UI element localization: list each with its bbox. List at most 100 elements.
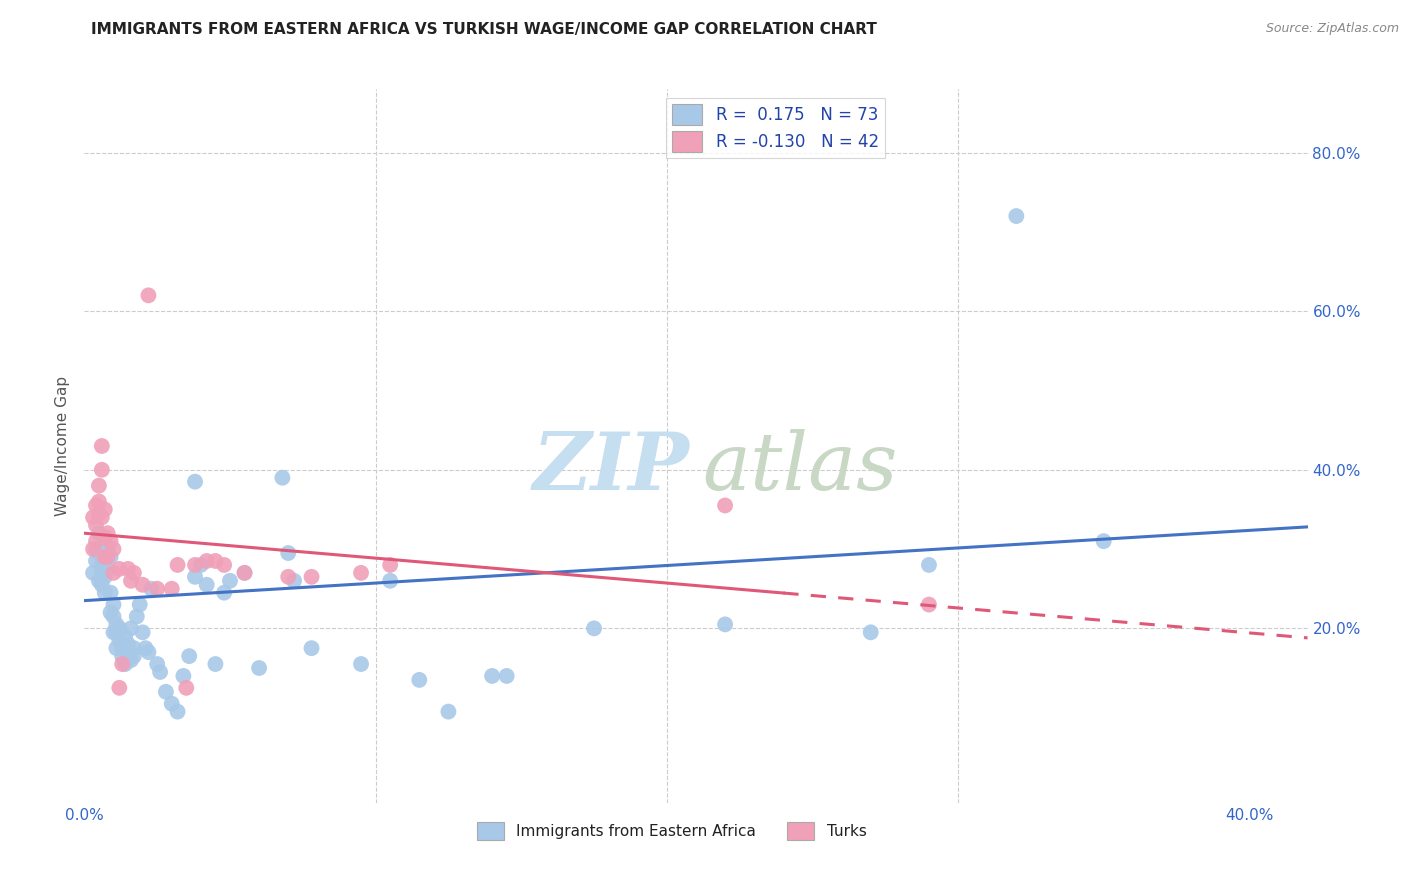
Point [87,478,110,492]
Point [117,637,139,651]
Point [918,598,941,612]
Point [350,657,373,671]
Point [97,542,120,557]
Point [111,641,134,656]
Point [277,546,299,560]
Point [714,499,737,513]
Point [90,510,112,524]
Point [87,546,110,560]
Point [141,582,163,596]
Point [135,641,157,656]
Point [408,673,430,687]
Point [212,585,235,599]
Point [120,653,142,667]
Point [93,585,115,599]
Point [138,288,160,302]
Point [90,566,112,580]
Point [495,669,517,683]
Point [97,562,120,576]
Point [103,609,125,624]
Point [160,697,183,711]
Point [120,621,142,635]
Y-axis label: Wage/Income Gap: Wage/Income Gap [55,376,70,516]
Point [87,507,110,521]
Point [146,582,169,596]
Text: ZIP: ZIP [533,429,690,506]
Point [195,554,218,568]
Point [103,566,125,580]
Point [155,685,177,699]
Point [90,439,112,453]
Point [117,649,139,664]
Point [103,598,125,612]
Point [90,558,112,572]
Point [111,657,134,671]
Point [195,578,218,592]
Text: atlas: atlas [702,429,897,506]
Point [146,657,169,671]
Legend: Immigrants from Eastern Africa, Turks: Immigrants from Eastern Africa, Turks [471,815,873,847]
Point [233,566,256,580]
Point [179,649,201,664]
Text: IMMIGRANTS FROM EASTERN AFRICA VS TURKISH WAGE/INCOME GAP CORRELATION CHART: IMMIGRANTS FROM EASTERN AFRICA VS TURKIS… [91,22,877,37]
Point [84,534,107,549]
Point [93,530,115,544]
Point [125,609,148,624]
Point [350,566,373,580]
Point [114,629,136,643]
Point [108,562,131,576]
Point [105,625,128,640]
Point [149,665,172,679]
Point [90,578,112,592]
Point [97,526,120,541]
Point [301,641,323,656]
Point [93,570,115,584]
Point [93,549,115,564]
Point [204,657,226,671]
Point [87,526,110,541]
Point [90,463,112,477]
Point [82,510,104,524]
Point [105,617,128,632]
Point [82,542,104,557]
Point [184,570,207,584]
Point [301,570,323,584]
Point [714,617,737,632]
Point [97,549,120,564]
Point [204,554,226,568]
Point [100,606,122,620]
Point [103,625,125,640]
Point [219,574,242,588]
Point [93,534,115,549]
Point [166,558,188,572]
Point [103,542,125,557]
Point [233,566,256,580]
Point [128,598,150,612]
Point [166,705,188,719]
Point [111,649,134,664]
Point [172,669,194,683]
Point [380,574,402,588]
Point [859,625,882,640]
Point [108,621,131,635]
Point [84,499,107,513]
Point [212,558,235,572]
Point [108,633,131,648]
Point [84,554,107,568]
Point [277,570,299,584]
Point [122,566,145,580]
Point [108,681,131,695]
Point [380,558,402,572]
Point [918,558,941,572]
Point [247,661,270,675]
Point [100,549,122,564]
Point [190,558,212,572]
Point [84,518,107,533]
Point [437,705,460,719]
Point [105,641,128,656]
Point [138,645,160,659]
Point [87,574,110,588]
Point [122,649,145,664]
Point [583,621,606,635]
Point [160,582,183,596]
